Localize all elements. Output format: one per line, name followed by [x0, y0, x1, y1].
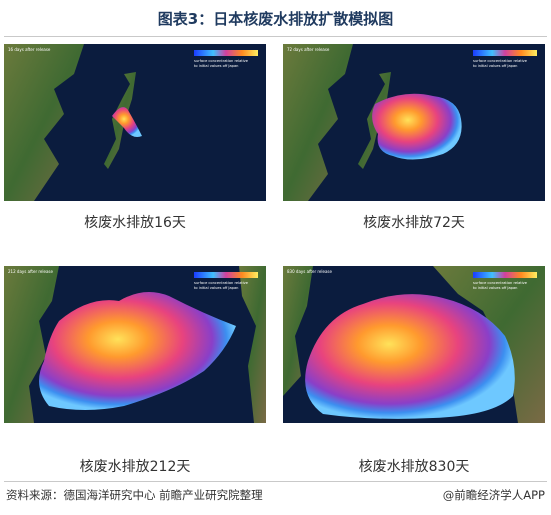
map-panel: 830 days after release surface concentra…	[283, 266, 545, 423]
asia	[4, 44, 84, 201]
plume	[372, 93, 462, 160]
divider	[4, 481, 547, 482]
map-panel: 16 days after release surface concentrat…	[4, 44, 266, 201]
legend-bar	[473, 50, 537, 56]
legend-bar	[473, 272, 537, 278]
legend-text: to initial values off Japan	[194, 286, 238, 290]
map-panel: 72 days after release surface concentrat…	[283, 44, 545, 201]
legend-text: surface concentration relative	[473, 281, 528, 285]
asia	[283, 44, 353, 201]
asia	[4, 266, 59, 423]
plume	[39, 292, 236, 410]
panel-label: 72 days after release	[287, 47, 330, 52]
caption: 核废水排放72天	[363, 215, 465, 231]
panel-label: 16 days after release	[8, 47, 51, 52]
america	[433, 266, 545, 423]
america	[239, 266, 266, 423]
credit: @前瞻经济学人APP	[442, 488, 545, 502]
legend-text: to initial values off Japan	[473, 286, 517, 290]
map-panel: 212 days after release surface concentra…	[4, 266, 266, 423]
legend-text: to initial values off Japan	[194, 64, 238, 68]
legend-bar	[194, 272, 258, 278]
legend-text: surface concentration relative	[473, 59, 528, 63]
divider	[4, 36, 547, 37]
caption: 核废水排放830天	[358, 459, 470, 475]
caption: 核废水排放16天	[84, 215, 186, 231]
plume	[112, 107, 142, 137]
source: 资料来源：德国海洋研究中心 前瞻产业研究院整理	[6, 488, 263, 502]
asia	[283, 266, 313, 396]
legend-text: to initial values off Japan	[473, 64, 517, 68]
legend-text: surface concentration relative	[194, 281, 249, 285]
legend-bar	[194, 50, 258, 56]
plume	[305, 294, 515, 419]
title: 图表3：日本核废水排放扩散模拟图	[157, 10, 394, 28]
panel-label: 212 days after release	[8, 269, 53, 274]
panel-label: 830 days after release	[287, 269, 332, 274]
caption: 核废水排放212天	[79, 459, 191, 475]
legend-text: surface concentration relative	[194, 59, 249, 63]
